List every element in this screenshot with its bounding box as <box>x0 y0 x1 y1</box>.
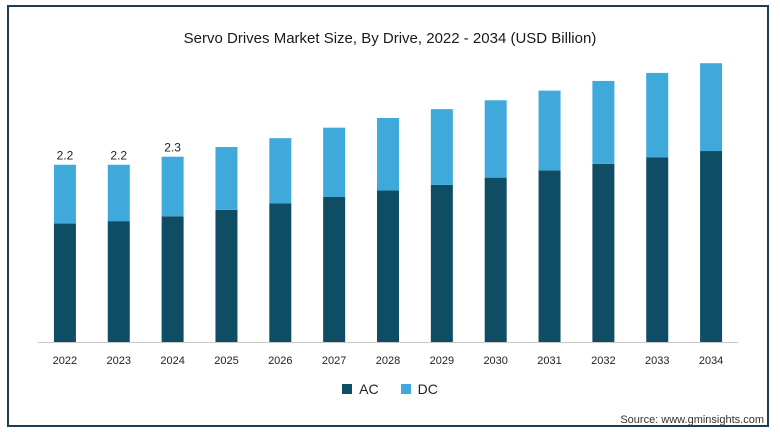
x-tick-label-2032: 2032 <box>591 355 615 367</box>
bar-ac-2034 <box>700 151 723 342</box>
x-tick-label-2031: 2031 <box>537 355 561 367</box>
legend-item-dc: DC <box>400 381 438 397</box>
bar-ac-2022 <box>53 223 76 342</box>
bar-dc-2025 <box>215 147 238 210</box>
x-tick-label-2033: 2033 <box>645 355 669 367</box>
bar-ac-2025 <box>215 209 238 342</box>
bar-ac-2032 <box>592 163 615 342</box>
bar-dc-2029 <box>430 109 453 185</box>
x-tick-label-2027: 2027 <box>322 355 346 367</box>
bar-dc-2030 <box>484 100 507 178</box>
data-label-2022: 2.2 <box>57 149 74 163</box>
bar-ac-2024 <box>161 216 184 342</box>
bar-dc-2026 <box>269 138 292 204</box>
x-tick-label-2026: 2026 <box>268 355 292 367</box>
bar-dc-2033 <box>646 72 669 158</box>
bar-dc-2028 <box>377 118 399 191</box>
bar-ac-2031 <box>538 170 561 342</box>
legend-item-ac: AC <box>342 381 379 397</box>
bar-ac-2026 <box>269 203 292 342</box>
bar-dc-2032 <box>592 80 615 164</box>
x-tick-label-2022: 2022 <box>53 355 77 367</box>
x-tick-label-2028: 2028 <box>376 355 400 367</box>
bar-ac-2023 <box>107 221 130 342</box>
bar-dc-2023 <box>107 164 130 222</box>
source-note: Source: www.gminsights.com <box>620 414 764 426</box>
legend-label-ac: AC <box>359 381 379 397</box>
x-tick-label-2029: 2029 <box>430 355 454 367</box>
bar-dc-2022 <box>53 164 76 224</box>
bar-dc-2034 <box>700 63 723 152</box>
bar-dc-2024 <box>161 156 184 217</box>
x-tick-label-2023: 2023 <box>107 355 131 367</box>
legend-swatch-dc <box>400 384 411 394</box>
x-tick-label-2030: 2030 <box>483 355 507 367</box>
bar-ac-2029 <box>430 184 453 342</box>
bar-ac-2028 <box>377 190 399 342</box>
bar-ac-2027 <box>323 196 346 342</box>
data-label-2023: 2.2 <box>110 149 127 163</box>
data-label-2024: 2.3 <box>164 141 181 155</box>
legend-label-dc: DC <box>417 381 438 397</box>
bar-dc-2027 <box>323 127 346 197</box>
x-tick-label-2034: 2034 <box>699 355 723 367</box>
x-tick-label-2025: 2025 <box>214 355 238 367</box>
bar-ac-2033 <box>646 157 669 342</box>
bar-dc-2031 <box>538 90 561 171</box>
bar-ac-2030 <box>484 177 507 342</box>
x-tick-label-2024: 2024 <box>160 355 184 367</box>
legend-swatch-ac <box>342 384 353 394</box>
chart-title: Servo Drives Market Size, By Drive, 2022… <box>183 30 597 47</box>
legend: AC DC <box>0 381 780 397</box>
